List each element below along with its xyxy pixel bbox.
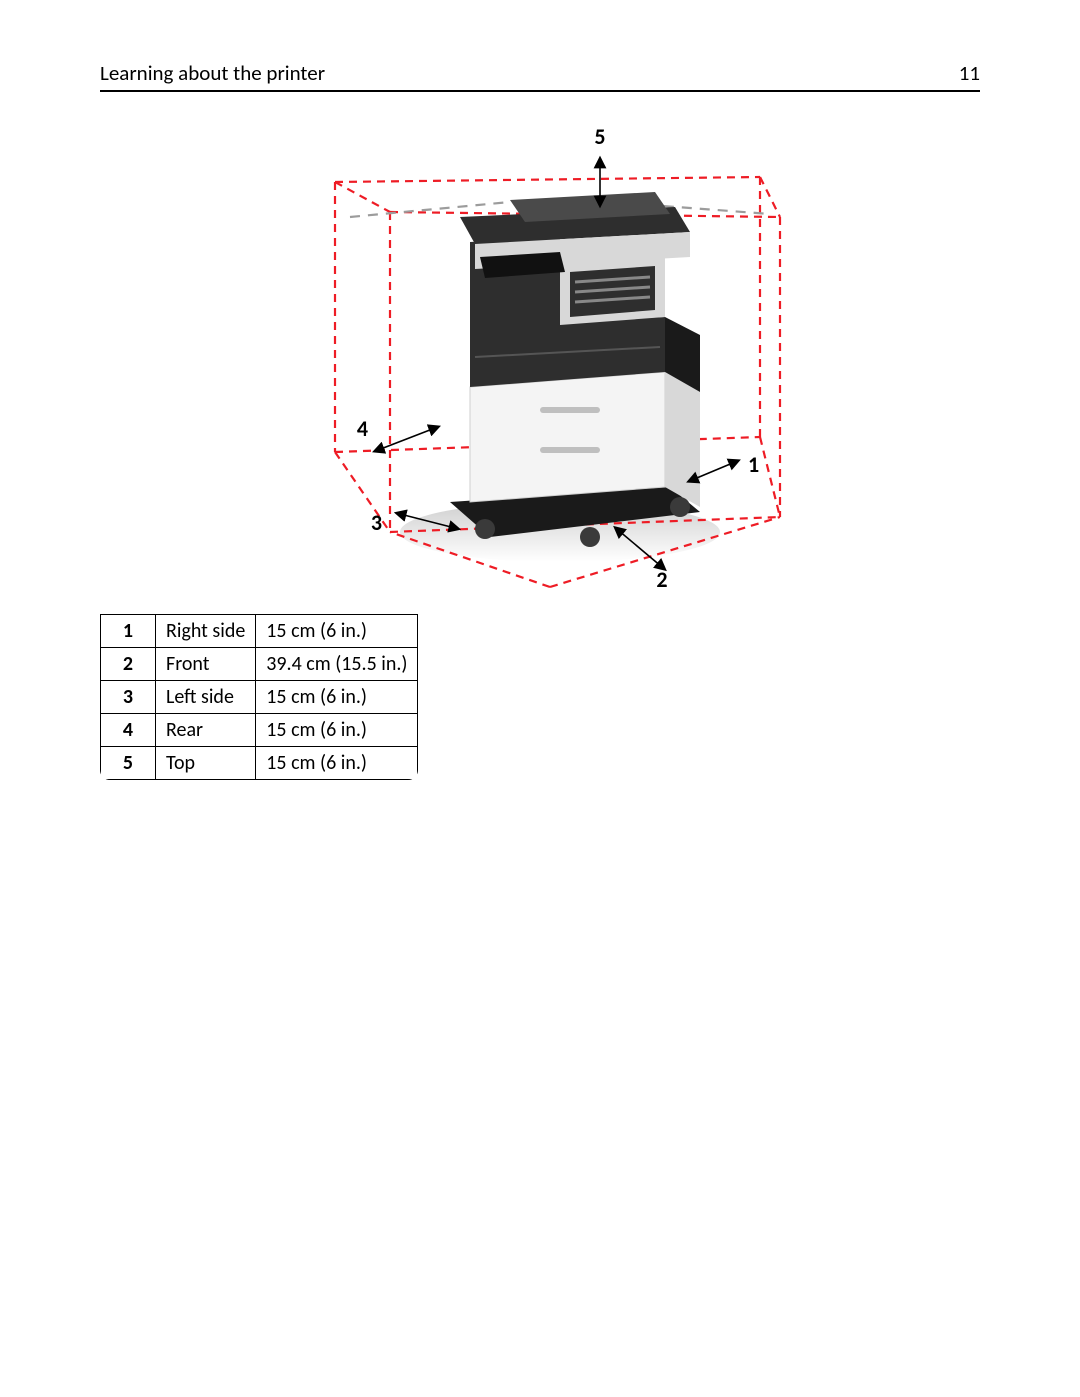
page-number: 11 xyxy=(959,60,980,86)
table-row: 1 Right side 15 cm (6 in.) xyxy=(101,615,418,648)
box-edge xyxy=(760,437,780,517)
row-index: 2 xyxy=(101,648,156,681)
table-row: 5 Top 15 cm (6 in.) xyxy=(101,747,418,780)
box-edge xyxy=(760,177,780,217)
row-index: 3 xyxy=(101,681,156,714)
printer-illustration xyxy=(450,192,700,547)
row-side: Left side xyxy=(156,681,256,714)
callout-5: 5 xyxy=(594,123,605,150)
callout-2: 2 xyxy=(656,566,667,593)
document-page: Learning about the printer 11 xyxy=(0,0,1080,1397)
row-side: Rear xyxy=(156,714,256,747)
page-header: Learning about the printer 11 xyxy=(100,60,980,92)
row-value: 15 cm (6 in.) xyxy=(256,714,418,747)
table-row: 4 Rear 15 cm (6 in.) xyxy=(101,714,418,747)
callout-4: 4 xyxy=(357,415,368,442)
row-side: Right side xyxy=(156,615,256,648)
callout-3: 3 xyxy=(371,509,382,536)
row-side: Top xyxy=(156,747,256,780)
clearance-table: 1 Right side 15 cm (6 in.) 2 Front 39.4 … xyxy=(100,614,418,780)
clearance-diagram: 5 1 2 3 4 .box { stroke:#ee1c25; stroke-… xyxy=(260,122,820,602)
row-value: 15 cm (6 in.) xyxy=(256,747,418,780)
row-index: 1 xyxy=(101,615,156,648)
row-value: 39.4 cm (15.5 in.) xyxy=(256,648,418,681)
row-value: 15 cm (6 in.) xyxy=(256,681,418,714)
callout-1: 1 xyxy=(748,451,759,478)
row-value: 15 cm (6 in.) xyxy=(256,615,418,648)
box-edge xyxy=(335,182,390,212)
row-index: 5 xyxy=(101,747,156,780)
table-row: 2 Front 39.4 cm (15.5 in.) xyxy=(101,648,418,681)
row-index: 4 xyxy=(101,714,156,747)
clearance-table-wrap: 1 Right side 15 cm (6 in.) 2 Front 39.4 … xyxy=(100,602,418,780)
section-title: Learning about the printer xyxy=(100,60,325,86)
row-side: Front xyxy=(156,648,256,681)
table-row: 3 Left side 15 cm (6 in.) xyxy=(101,681,418,714)
clearance-figure: 5 1 2 3 4 .box { stroke:#ee1c25; stroke-… xyxy=(100,122,980,602)
box-edge xyxy=(335,177,760,182)
